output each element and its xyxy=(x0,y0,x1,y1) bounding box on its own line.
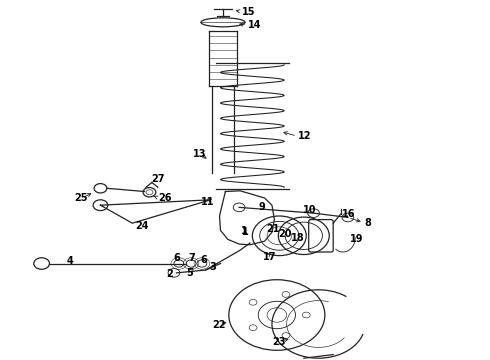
Text: 9: 9 xyxy=(258,202,265,212)
Text: 17: 17 xyxy=(263,252,276,262)
Text: 24: 24 xyxy=(135,221,148,231)
Text: 2: 2 xyxy=(167,269,173,279)
Text: 5: 5 xyxy=(186,267,193,278)
Text: 22: 22 xyxy=(212,320,226,330)
Text: 10: 10 xyxy=(303,204,317,215)
Text: 16: 16 xyxy=(342,209,356,219)
Text: 27: 27 xyxy=(151,174,165,184)
Text: 6: 6 xyxy=(200,255,207,265)
Text: 18: 18 xyxy=(291,233,305,243)
Text: 14: 14 xyxy=(248,20,262,30)
Text: 1: 1 xyxy=(241,226,248,237)
Text: 15: 15 xyxy=(242,6,256,17)
Text: 12: 12 xyxy=(298,131,312,141)
Text: 23: 23 xyxy=(272,337,286,347)
Text: 1: 1 xyxy=(242,227,249,237)
Text: 6: 6 xyxy=(173,253,180,264)
Text: 3: 3 xyxy=(210,262,217,273)
Text: 19: 19 xyxy=(350,234,364,244)
Text: 21: 21 xyxy=(267,224,280,234)
Text: 13: 13 xyxy=(193,149,207,159)
Text: 26: 26 xyxy=(158,193,172,203)
Text: 4: 4 xyxy=(66,256,73,266)
Text: 7: 7 xyxy=(188,253,195,264)
Text: 8: 8 xyxy=(365,218,371,228)
Text: 25: 25 xyxy=(74,193,88,203)
Text: 11: 11 xyxy=(201,197,215,207)
Text: 20: 20 xyxy=(278,229,292,239)
